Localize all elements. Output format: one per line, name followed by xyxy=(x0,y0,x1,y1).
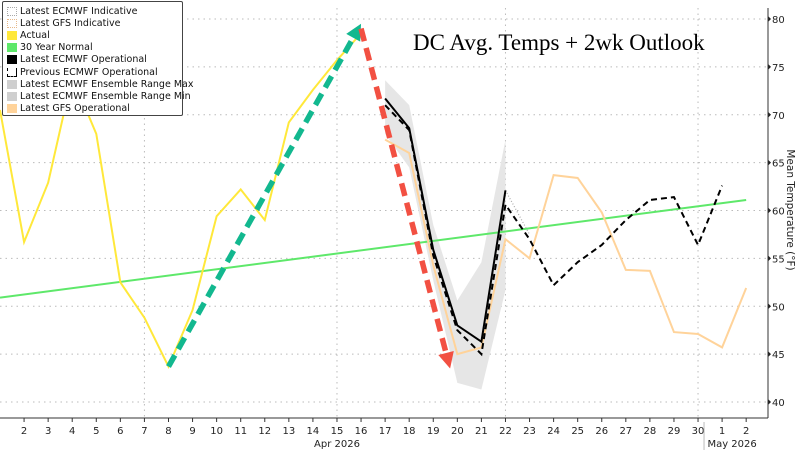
red-trend-arrow xyxy=(358,27,449,354)
x-tick-label: 2 xyxy=(21,426,27,437)
legend-label: Latest GFS Operational xyxy=(20,103,130,115)
x-tick-label: 15 xyxy=(331,426,344,437)
normal-line xyxy=(0,198,747,299)
legend-item: Previous ECMWF Operational xyxy=(7,66,178,78)
legend-item: Latest ECMWF Indicative xyxy=(7,5,178,17)
legend-item: 30 Year Normal xyxy=(7,42,178,54)
x-tick-label: 26 xyxy=(595,426,608,437)
y-tick-mark xyxy=(768,111,771,118)
y-tick-label: 45 xyxy=(772,350,785,361)
legend-item: Actual xyxy=(7,29,178,41)
x-tick-label: 5 xyxy=(93,426,99,437)
y-tick-label: 80 xyxy=(772,15,785,26)
x-tick-label: 18 xyxy=(403,426,416,437)
x-tick-label: 25 xyxy=(571,426,584,437)
y-tick-label: 55 xyxy=(772,254,785,265)
x-tick-label: 7 xyxy=(141,426,147,437)
arrow-head xyxy=(346,23,362,42)
legend-label: Latest ECMWF Ensemble Range Min xyxy=(20,90,191,102)
y-tick-mark xyxy=(768,207,771,214)
y-tick-label: 65 xyxy=(772,159,785,170)
y-tick-mark xyxy=(768,16,771,22)
x-tick-label: 29 xyxy=(668,426,681,437)
legend-label: Latest ECMWF Indicative xyxy=(20,5,138,17)
y-tick-label: 60 xyxy=(772,207,785,218)
legend-swatch xyxy=(7,91,17,101)
x-tick-label: 14 xyxy=(307,426,320,437)
y-tick-mark xyxy=(768,399,771,405)
legend-label: 30 Year Normal xyxy=(20,42,93,54)
x-tick-label: 6 xyxy=(117,426,123,437)
y-tick-label: 50 xyxy=(772,302,785,313)
x-tick-label: 10 xyxy=(210,426,223,437)
y-tick-label: 75 xyxy=(772,63,785,74)
x-tick-label: 2 xyxy=(743,426,749,437)
y-tick-mark xyxy=(768,303,771,310)
y-tick-mark xyxy=(768,255,771,262)
previous-ecmwf-line xyxy=(384,104,724,357)
legend-item: Latest ECMWF Ensemble Range Min xyxy=(7,90,191,102)
gfs-operational-line xyxy=(384,138,748,356)
x-tick-label: 27 xyxy=(619,426,632,437)
legend-swatch xyxy=(7,55,17,65)
actual-line xyxy=(0,32,362,369)
x-tick-label: 21 xyxy=(475,426,488,437)
legend-item: Latest ECMWF Ensemble Range Max xyxy=(7,78,193,90)
x-tick-label: 28 xyxy=(644,426,657,437)
y-tick-label: 40 xyxy=(772,398,785,409)
legend-swatch xyxy=(7,79,17,89)
x-tick-label: 24 xyxy=(547,426,560,437)
legend-swatch xyxy=(7,30,17,40)
y-tick-mark xyxy=(768,63,771,70)
legend-swatch xyxy=(7,67,17,77)
x-tick-label: 13 xyxy=(282,426,295,437)
y-tick-mark xyxy=(768,351,771,358)
legend-label: Latest GFS Indicative xyxy=(20,17,121,29)
y-tick-label: 70 xyxy=(772,111,785,122)
legend: Latest ECMWF Indicative Latest GFS Indica… xyxy=(2,1,193,116)
x-tick-label: 9 xyxy=(189,426,195,437)
legend-label: Actual xyxy=(20,29,50,41)
ecmwf-indicative-line xyxy=(504,190,531,235)
x-tick-label: 30 xyxy=(692,426,705,437)
arrow-head xyxy=(438,350,454,369)
x-tick-label: 1 xyxy=(719,426,725,437)
legend-swatch xyxy=(7,6,17,16)
y-tick-mark xyxy=(768,159,771,166)
ecmwf-operational-line xyxy=(384,97,507,344)
legend-swatch xyxy=(7,104,17,114)
x-tick-label: 11 xyxy=(234,426,247,437)
legend-item: Latest GFS Operational xyxy=(7,103,178,115)
legend-item: Latest GFS Indicative xyxy=(7,17,178,29)
x-tick-label: 16 xyxy=(355,426,368,437)
x-tick-label: 23 xyxy=(523,426,536,437)
x-tick-label: 17 xyxy=(379,426,392,437)
x-group-label: Apr 2026 xyxy=(314,439,360,450)
teal-trend-arrow xyxy=(166,36,356,368)
legend-label: Latest ECMWF Operational xyxy=(20,54,147,66)
x-tick-label: 22 xyxy=(499,426,512,437)
x-tick-label: 19 xyxy=(427,426,440,437)
x-group-label: May 2026 xyxy=(707,439,756,450)
legend-label: Latest ECMWF Ensemble Range Max xyxy=(20,78,194,90)
legend-swatch xyxy=(7,18,17,28)
x-tick-label: 8 xyxy=(165,426,171,437)
legend-label: Previous ECMWF Operational xyxy=(20,66,158,78)
y-axis-label: Mean Temperature (°F) xyxy=(784,149,796,271)
chart-title: DC Avg. Temps + 2wk Outlook xyxy=(413,30,705,55)
legend-item: Latest ECMWF Operational xyxy=(7,54,178,66)
x-tick-label: 12 xyxy=(258,426,271,437)
x-tick-label: 3 xyxy=(45,426,51,437)
legend-swatch xyxy=(7,43,17,53)
x-tick-label: 20 xyxy=(451,426,464,437)
x-tick-label: 4 xyxy=(69,426,75,437)
